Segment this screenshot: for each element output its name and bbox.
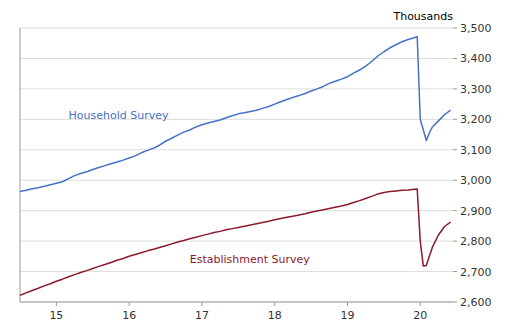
x-axis-line — [20, 302, 453, 303]
x-tick-label: 15 — [49, 309, 63, 322]
grid-line — [20, 28, 453, 29]
grid-line — [20, 180, 453, 181]
grid-line — [20, 302, 453, 303]
grid — [20, 28, 453, 302]
y-tick — [453, 149, 457, 150]
x-tick-label: 18 — [268, 309, 282, 322]
chart: 2,600 2,700 2,800 2,900 3,000 3,100 3,200 3,300… — [0, 0, 505, 334]
x-tick-label: 20 — [413, 309, 427, 322]
y-axis-line — [20, 28, 21, 302]
x-tick-label: 19 — [340, 309, 354, 322]
y-tick-label: 2,600 — [460, 296, 492, 309]
y-tick-label: 3,500 — [460, 22, 492, 35]
series-label: Establishment Survey — [190, 253, 311, 266]
grid-line — [20, 58, 453, 59]
y-tick-label: 3,100 — [460, 144, 492, 157]
y-tick — [453, 88, 457, 89]
x-tick — [56, 302, 57, 306]
series-line — [20, 189, 451, 295]
background — [0, 0, 505, 334]
x-tick — [347, 302, 348, 306]
y-tick — [453, 302, 457, 303]
series-label: Household Survey — [69, 109, 169, 122]
x-tick-label: 17 — [195, 309, 209, 322]
title: Thousands — [392, 10, 453, 23]
y-tick-label: 2,800 — [460, 235, 492, 248]
x-tick — [274, 302, 275, 306]
series-line — [20, 37, 451, 192]
y-tick — [453, 58, 457, 59]
grid-line — [20, 88, 453, 89]
y-tick — [453, 210, 457, 211]
y-tick — [453, 241, 457, 242]
y-tick-label: 3,000 — [460, 174, 492, 187]
x-tick-label: 16 — [122, 309, 136, 322]
x-tick — [420, 302, 421, 306]
grid-line — [20, 241, 453, 242]
y-tick-label: 2,900 — [460, 205, 492, 218]
y-tick — [453, 180, 457, 181]
grid-line — [20, 210, 453, 211]
axes: 2,600 2,700 2,800 2,900 3,000 3,100 3,200 3,300… — [20, 22, 492, 322]
x-tick — [129, 302, 130, 306]
y-tick-label: 3,300 — [460, 83, 492, 96]
y-tick — [453, 28, 457, 29]
y-tick-label: 2,700 — [460, 266, 492, 279]
y-tick-label: 3,200 — [460, 113, 492, 126]
grid-line — [20, 149, 453, 150]
y-tick — [453, 271, 457, 272]
lines — [20, 37, 451, 296]
y-tick-label: 3,400 — [460, 52, 492, 65]
y-tick — [453, 119, 457, 120]
x-tick — [201, 302, 202, 306]
